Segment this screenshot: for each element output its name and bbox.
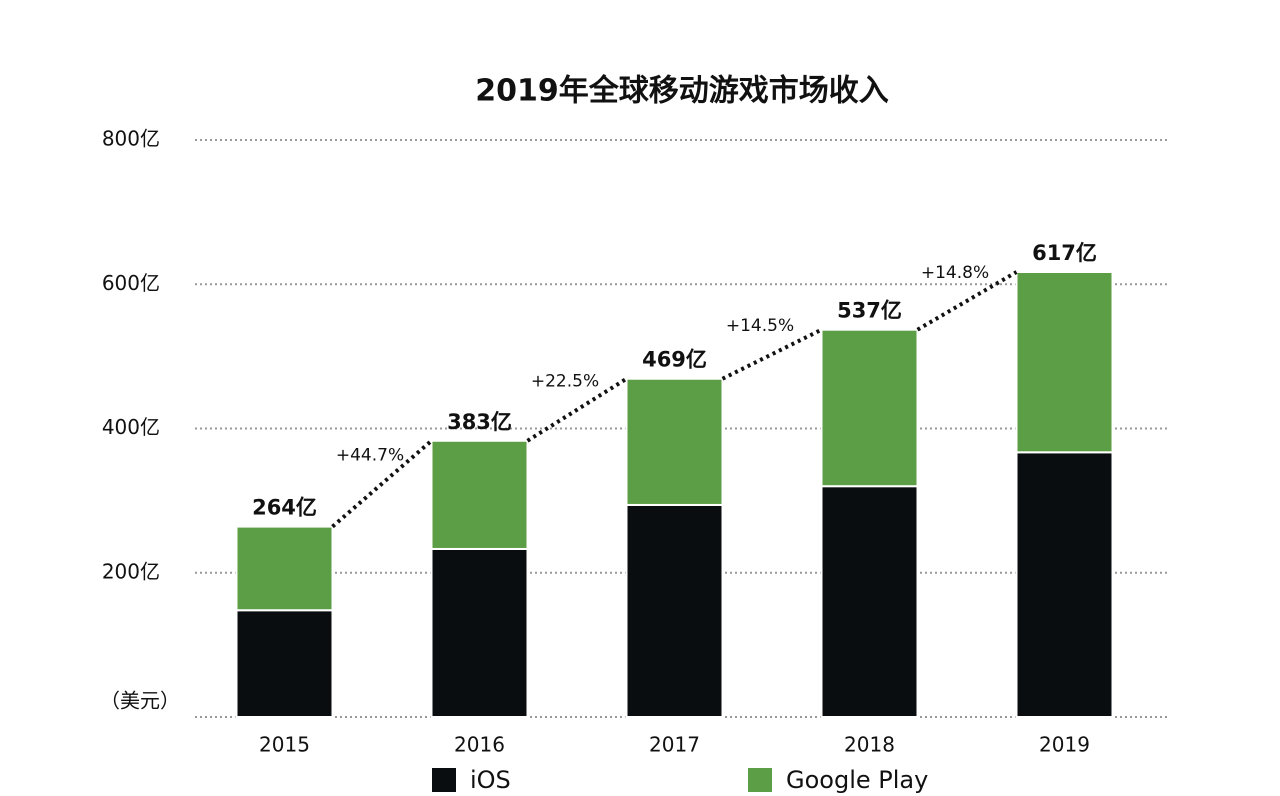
bar-segment	[820, 485, 919, 719]
bar-segment	[235, 609, 334, 719]
growth-line	[721, 327, 823, 381]
total-label: 537亿	[837, 299, 902, 323]
bar-segment	[235, 525, 334, 612]
total-label: 469亿	[642, 348, 707, 372]
chart-title: 2019年全球移动游戏市场收入	[475, 74, 889, 109]
total-label: 264亿	[252, 496, 317, 520]
y-tick-label: 400亿	[102, 415, 160, 439]
growth-annotation: +44.7%	[336, 446, 404, 466]
bar-segment	[625, 377, 724, 506]
y-tick-label: 200亿	[102, 559, 160, 583]
total-label: 617亿	[1032, 241, 1097, 265]
x-tick-label: 2015	[259, 733, 310, 757]
y-tick-label: 600亿	[102, 271, 160, 295]
x-tick-label: 2019	[1039, 733, 1090, 757]
legend-swatch	[432, 768, 456, 792]
growth-line	[916, 270, 1018, 332]
bar-segment	[430, 547, 529, 718]
legend-label: Google Play	[786, 766, 928, 794]
y-tick-label: 800亿	[102, 127, 160, 151]
legend-label: iOS	[470, 766, 511, 794]
bar-segment	[430, 439, 529, 550]
bar-segment	[1015, 451, 1114, 718]
x-tick-label: 2017	[649, 733, 700, 757]
growth-line	[331, 439, 433, 529]
growth-annotation: +14.8%	[921, 263, 989, 283]
unit-label: （美元）	[100, 689, 180, 713]
x-tick-label: 2016	[454, 733, 505, 757]
growth-line	[526, 377, 628, 443]
total-label: 383亿	[447, 410, 512, 434]
growth-annotation: +22.5%	[531, 372, 599, 392]
legend-swatch	[748, 768, 772, 792]
x-tick-label: 2018	[844, 733, 895, 757]
bar-segment	[1015, 270, 1114, 454]
bar-segment	[625, 503, 724, 719]
bar-segment	[820, 328, 919, 488]
growth-annotation: +14.5%	[726, 316, 794, 336]
